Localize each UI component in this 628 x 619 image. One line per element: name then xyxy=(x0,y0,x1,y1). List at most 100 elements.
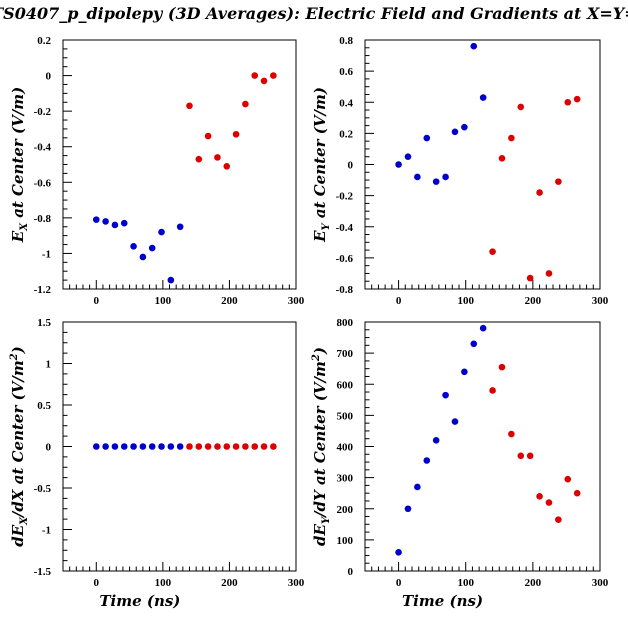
y-tick-label: -1.5 xyxy=(34,566,52,578)
y-tick-label: 0.6 xyxy=(339,66,353,78)
y-axis-label: dEY/dY at Center (V/m2) xyxy=(311,347,332,546)
data-point-dey-s0-3 xyxy=(423,457,431,464)
y-tick-label: 1.5 xyxy=(37,317,51,329)
data-point-dex-s0-1 xyxy=(102,443,109,450)
data-point-dex-s1-6 xyxy=(242,443,249,450)
x-tick-label: 300 xyxy=(592,577,609,589)
y-tick-label: 0 xyxy=(348,160,354,172)
y-label-close: ) xyxy=(9,346,27,354)
x-tick-label: 200 xyxy=(525,577,542,589)
y-tick-label: 1 xyxy=(46,359,52,371)
data-point-dex-s0-5 xyxy=(139,443,147,450)
y-label-sup: 2 xyxy=(311,354,322,362)
y-tick-label: 800 xyxy=(337,317,354,329)
y-label-rest: /dX at Center (V/m xyxy=(9,360,27,519)
data-point-ex-s1-9 xyxy=(270,72,277,79)
data-point-ex-s1-2 xyxy=(204,132,212,140)
x-tick-label: 300 xyxy=(288,295,305,307)
y-tick-label: -0.4 xyxy=(34,142,52,154)
data-point-dex-s0-3 xyxy=(120,443,128,450)
data-point-dex-s1-2 xyxy=(204,443,212,450)
data-point-ex-s1-7 xyxy=(251,72,259,79)
x-tick-label: 300 xyxy=(288,577,305,589)
data-point-dey-s1-7 xyxy=(555,516,562,523)
x-tick-label: 0 xyxy=(396,577,402,589)
data-point-dey-s0-1 xyxy=(404,505,412,513)
x-tick-label: 300 xyxy=(592,295,609,307)
data-point-ex-s0-7 xyxy=(158,228,165,236)
y-label-main: dE xyxy=(9,524,27,546)
data-point-ex-s1-5 xyxy=(232,130,240,138)
x-tick-label: 200 xyxy=(221,577,238,589)
data-point-dey-s0-0 xyxy=(395,549,402,556)
y-tick-label: 100 xyxy=(337,535,354,547)
data-point-ex-s0-1 xyxy=(102,218,109,225)
data-point-dex-s1-5 xyxy=(232,443,240,450)
data-point-ey-s1-3 xyxy=(517,103,525,111)
data-point-dey-s1-6 xyxy=(545,499,553,506)
y-label-sub: X xyxy=(19,222,30,232)
y-tick-label: -0.2 xyxy=(34,106,52,118)
data-point-ey-s0-1 xyxy=(404,153,412,161)
y-tick-label: 0 xyxy=(46,71,52,83)
data-point-dex-s1-1 xyxy=(195,443,203,450)
data-point-dey-s1-1 xyxy=(498,363,506,371)
data-point-ey-s0-9 xyxy=(479,94,487,101)
y-label-sub: Y xyxy=(321,222,332,230)
y-tick-label: 600 xyxy=(337,379,354,391)
y-tick-label: 0.8 xyxy=(339,35,353,47)
figure-title: TS0407_p_dipolepy (3D Averages): Electri… xyxy=(0,4,628,23)
data-point-ey-s1-9 xyxy=(573,95,581,103)
y-tick-label: 0 xyxy=(46,442,52,454)
data-point-ey-s1-4 xyxy=(526,274,534,282)
data-point-ey-s0-3 xyxy=(423,134,431,142)
x-tick-label: 0 xyxy=(94,577,100,589)
data-point-ex-s1-8 xyxy=(260,77,268,85)
data-point-dex-s0-6 xyxy=(148,443,156,450)
data-point-dey-s1-8 xyxy=(564,475,572,483)
y-tick-label: -0.5 xyxy=(34,483,52,495)
y-tick-label: 500 xyxy=(337,410,354,422)
data-point-ex-s0-8 xyxy=(167,276,175,284)
data-point-ex-s0-6 xyxy=(148,244,156,252)
y-label-main: dE xyxy=(311,524,329,546)
y-tick-label: -0.2 xyxy=(336,191,354,203)
y-tick-label: -0.6 xyxy=(34,177,52,189)
data-point-dey-s1-4 xyxy=(526,452,534,460)
data-point-ey-s1-8 xyxy=(564,98,572,106)
data-point-ey-s0-4 xyxy=(432,178,440,185)
data-point-ey-s0-8 xyxy=(470,42,478,50)
data-point-ex-s1-0 xyxy=(186,102,193,110)
y-tick-label: -1 xyxy=(42,248,51,260)
data-point-dex-s0-7 xyxy=(158,443,165,450)
data-point-dey-s1-3 xyxy=(517,452,525,460)
x-tick-label: 200 xyxy=(525,295,542,307)
x-tick-label: 100 xyxy=(457,295,474,307)
data-point-ex-s0-5 xyxy=(139,253,147,261)
x-tick-label: 100 xyxy=(457,577,474,589)
x-tick-label: 100 xyxy=(155,295,172,307)
data-point-dey-s1-2 xyxy=(508,430,515,438)
y-tick-label: 0 xyxy=(348,566,354,578)
data-point-dex-s1-0 xyxy=(186,443,193,450)
data-point-dex-s1-9 xyxy=(270,443,277,450)
y-tick-label: -0.8 xyxy=(336,284,354,296)
data-point-ex-s1-4 xyxy=(223,162,231,170)
x-axis-label: Time (ns) xyxy=(402,592,483,610)
data-point-ey-s1-2 xyxy=(508,134,515,142)
y-tick-label: 0.5 xyxy=(37,400,51,412)
y-tick-label: 0.4 xyxy=(339,97,353,109)
data-point-dex-s1-7 xyxy=(251,443,259,450)
data-point-dey-s0-8 xyxy=(470,340,478,348)
y-tick-label: -1 xyxy=(42,525,51,537)
data-point-dey-s0-4 xyxy=(432,436,440,444)
y-label-sub: Y xyxy=(321,516,332,524)
data-point-dex-s0-2 xyxy=(111,443,119,450)
data-point-ex-s1-1 xyxy=(195,155,203,163)
y-label-sub: X xyxy=(19,516,30,526)
y-label-rest: at Center (V/m) xyxy=(9,87,27,223)
data-point-ey-s0-6 xyxy=(451,128,459,136)
data-point-dey-s1-5 xyxy=(536,493,543,500)
data-point-dey-s0-7 xyxy=(461,368,468,376)
